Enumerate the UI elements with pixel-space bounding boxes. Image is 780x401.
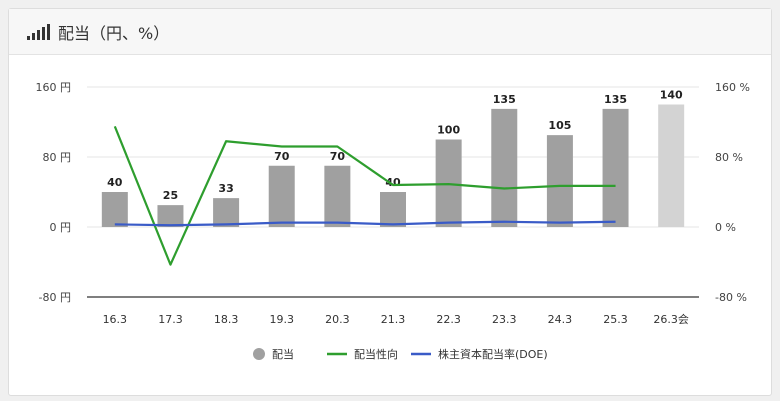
- dividend-chart: 160 円 160 % 80 円 80 % 0 円 0 % -80 円 -80 % 40 25 33…: [36, 81, 750, 361]
- bar: [324, 165, 351, 227]
- bar: [491, 108, 518, 227]
- doe-line: [114, 220, 616, 227]
- x-tick-label: 24.3: [548, 313, 573, 326]
- bar: [602, 108, 629, 227]
- bar: [268, 165, 295, 227]
- x-tick-label: 17.3: [158, 313, 183, 326]
- x-tick-label: 22.3: [436, 313, 461, 326]
- bar: [380, 192, 406, 227]
- bar-value-label: 100: [437, 124, 460, 137]
- bar: [101, 192, 128, 227]
- y-left-tick-label: 160 円: [36, 81, 72, 94]
- dividend-chart-card: 配当（円、%） 160 円 160 % 80 円 80 % 0 円 0 % -80 円 -80…: [8, 8, 772, 396]
- bar-value-label: 140: [660, 89, 683, 102]
- bar: [658, 104, 685, 227]
- y-left-tick-label: 80 円: [43, 151, 72, 164]
- signal-bars-icon: [27, 23, 50, 40]
- y-left-tick-label: 0 円: [50, 221, 72, 234]
- bar-value-label: 25: [163, 189, 178, 202]
- y-right-tick-label: 0 %: [715, 221, 736, 234]
- x-tick-label: 21.3: [381, 313, 406, 326]
- bar-value-label: 135: [493, 93, 516, 106]
- y-left-tick-label: -80 円: [39, 291, 71, 304]
- legend-bar-marker: [253, 348, 265, 360]
- legend-label: 配当性向: [354, 347, 398, 361]
- bar: [546, 135, 573, 227]
- x-tick-label: 16.3: [103, 313, 128, 326]
- y-right-tick-label: 80 %: [715, 151, 743, 164]
- y-right-tick-label: -80 %: [715, 291, 747, 304]
- bar-value-label: 105: [548, 119, 571, 132]
- legend-label: 配当: [272, 347, 294, 361]
- x-tick-label: 25.3: [603, 313, 628, 326]
- legend-label: 株主資本配当率(DOE): [438, 347, 548, 361]
- x-tick-label: 26.3会: [653, 313, 689, 326]
- bar-value-label: 33: [218, 182, 233, 195]
- chart-area: 160 円 160 % 80 円 80 % 0 円 0 % -80 円 -80 % 40 25 33…: [9, 55, 773, 397]
- bar-value-label: 135: [604, 93, 627, 106]
- chart-title: 配当（円、%）: [58, 23, 170, 43]
- bar: [157, 205, 184, 227]
- bar-value-label: 70: [274, 150, 290, 163]
- payout-ratio-line: [113, 125, 616, 266]
- bar-value-label: 40: [107, 176, 123, 189]
- x-tick-label: 18.3: [214, 313, 239, 326]
- card-header: 配当（円、%）: [9, 9, 771, 55]
- bar-value-label: 70: [330, 150, 346, 163]
- x-tick-label: 23.3: [492, 313, 517, 326]
- y-right-tick-label: 160 %: [715, 81, 750, 94]
- bar: [213, 198, 240, 227]
- x-tick-label: 20.3: [325, 313, 350, 326]
- x-tick-label: 19.3: [269, 313, 294, 326]
